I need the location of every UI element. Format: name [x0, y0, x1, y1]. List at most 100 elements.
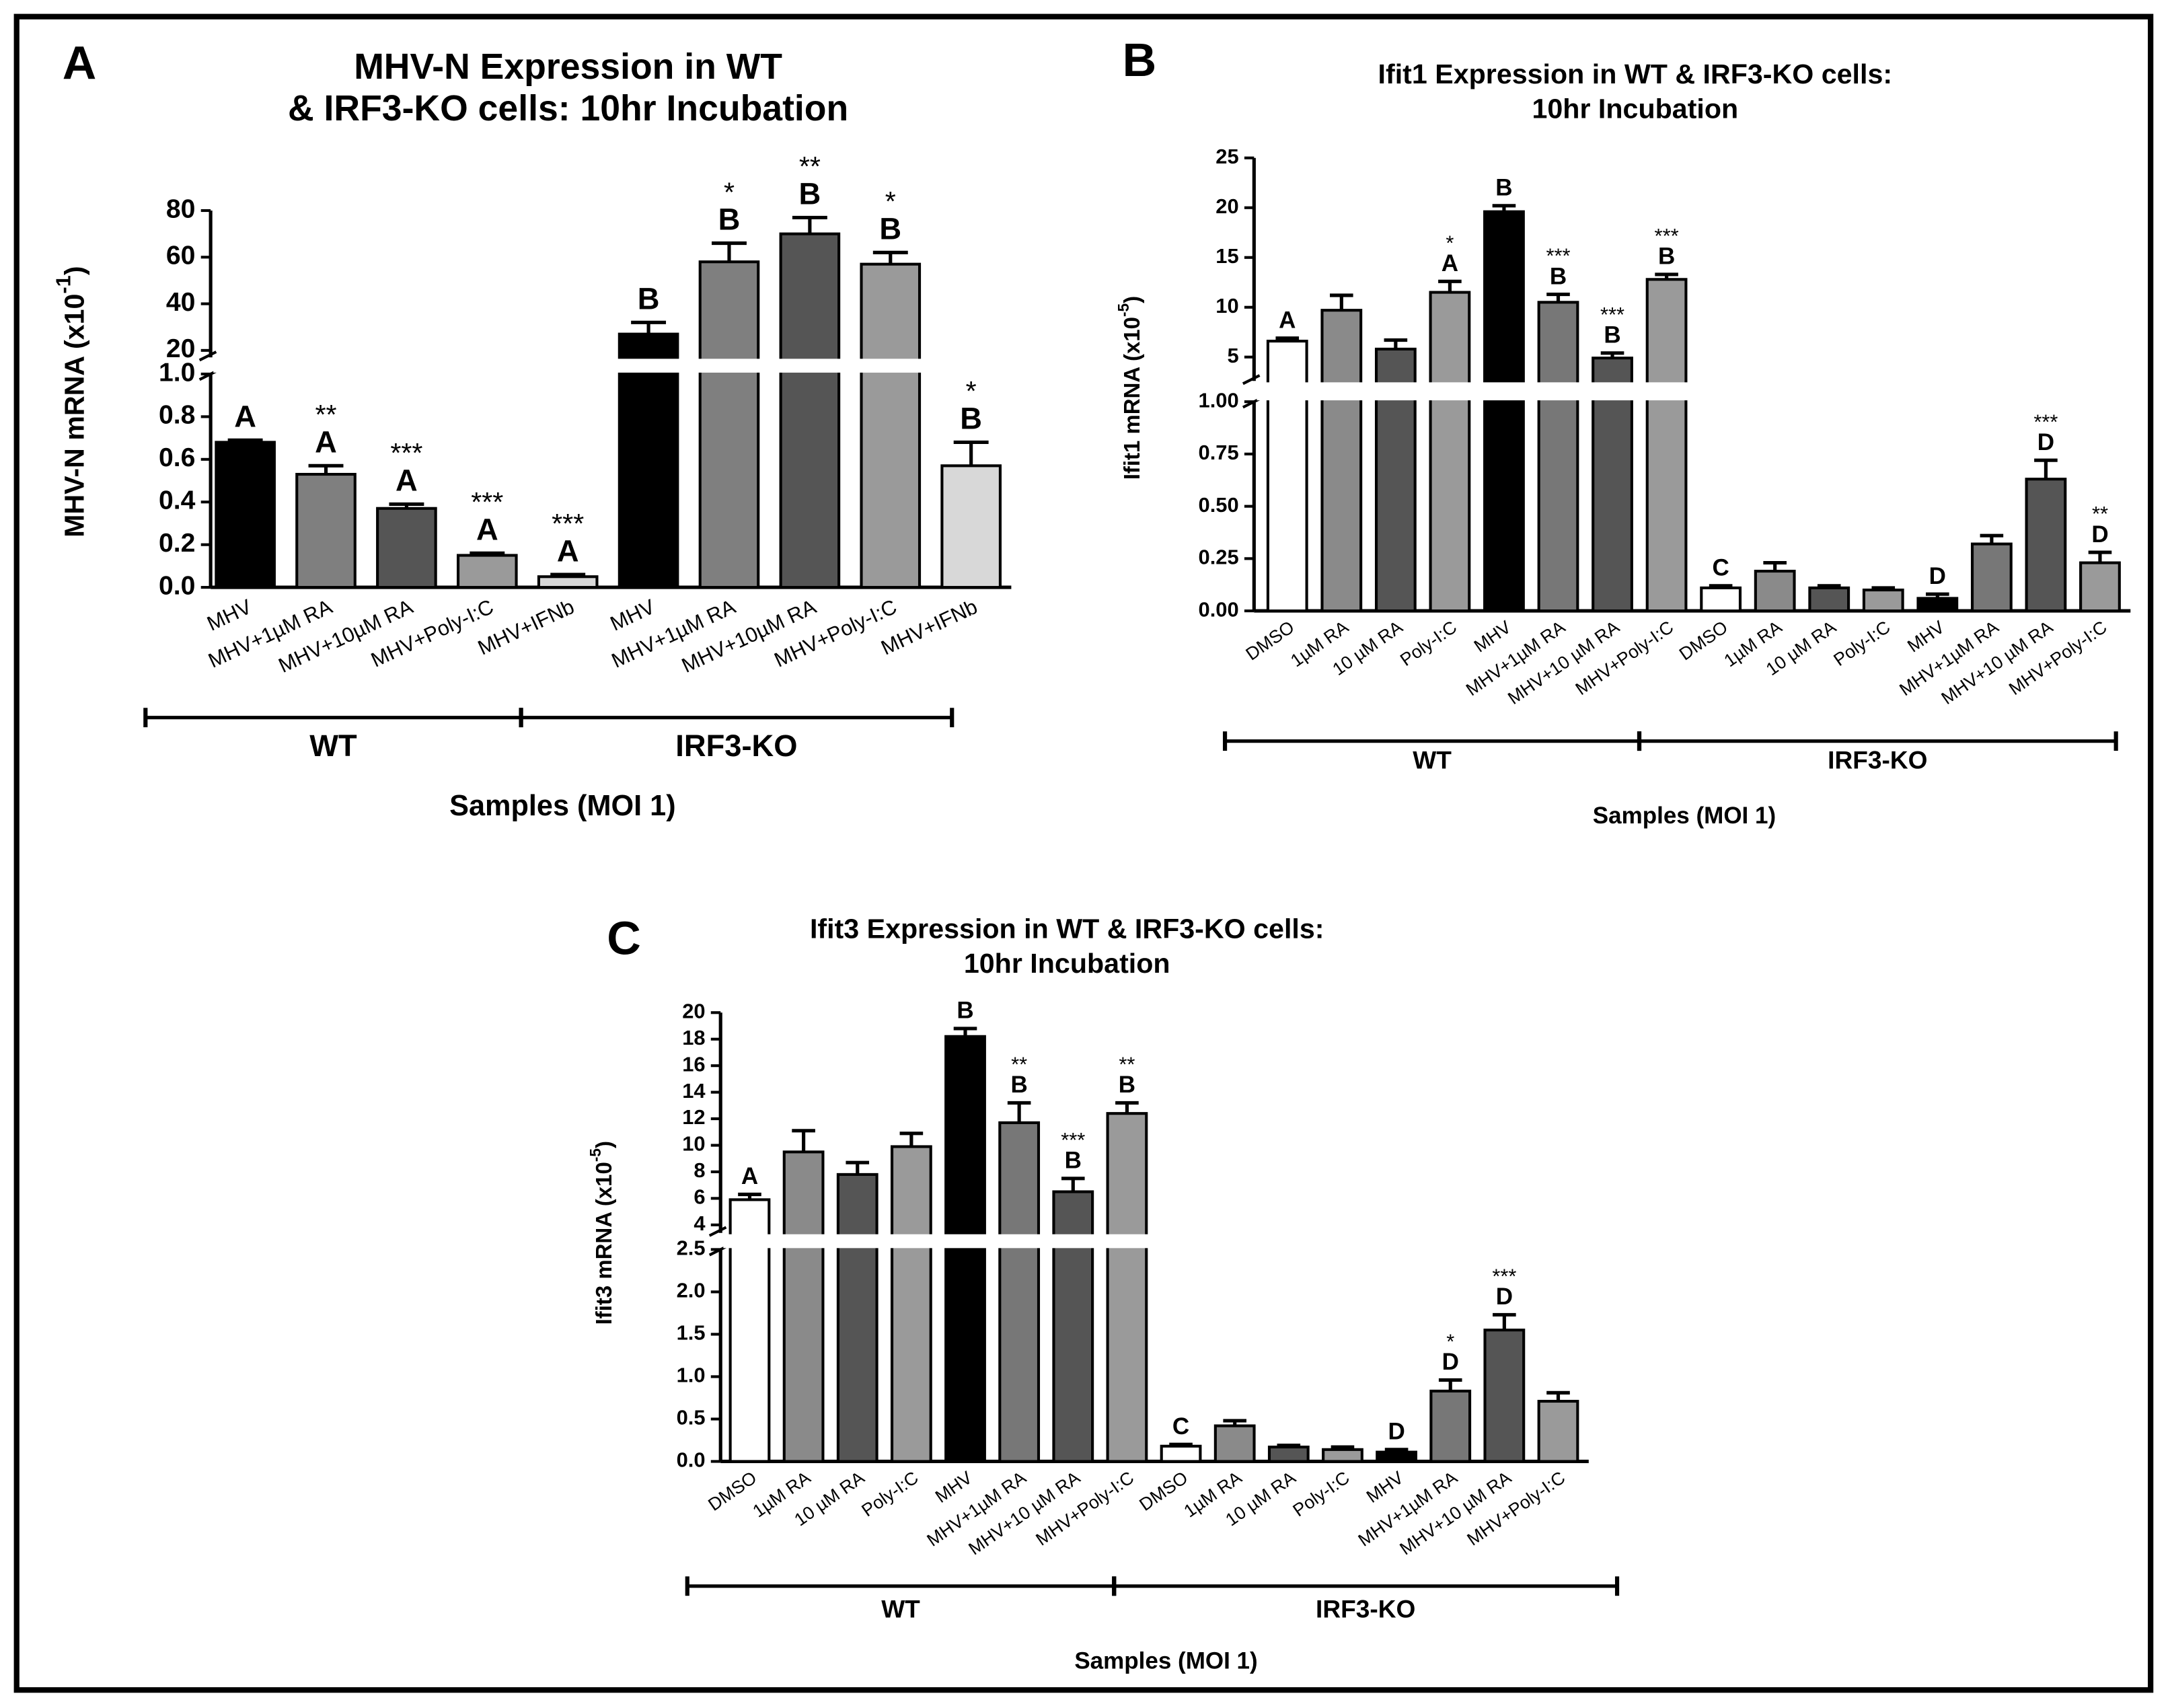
bar [618, 332, 679, 589]
y-tick-label: 10 [682, 1132, 705, 1156]
bar [1322, 1448, 1363, 1463]
y-axis-label-part: ) [591, 1141, 616, 1148]
bar [1970, 542, 2013, 613]
y-axis-label: Ifit1 mRNA (x10-5) [1115, 296, 1144, 480]
y-tick-label: 20 [166, 334, 196, 363]
bar [1052, 1190, 1094, 1463]
significance-stars: *** [471, 486, 503, 517]
bar [782, 1150, 825, 1463]
bar [1429, 1389, 1472, 1463]
y-axis-label-part: MHV-N mRNA (x10 [59, 294, 89, 537]
significance-letter: D [2091, 521, 2108, 548]
group-label: WT [881, 1595, 920, 1623]
bar [940, 464, 1002, 589]
y-tick-label: 80 [166, 194, 196, 223]
bar [456, 554, 518, 589]
significance-letter: B [638, 282, 660, 316]
y-tick-label: 0.0 [677, 1448, 706, 1472]
y-axis-label-part: ) [1119, 296, 1144, 303]
y-tick-label: 0.4 [159, 486, 196, 515]
y-tick-label: 0.00 [1199, 597, 1239, 621]
bar [295, 472, 357, 589]
significance-stars: *** [1546, 244, 1570, 268]
y-tick-label: 0.6 [159, 443, 195, 472]
significance-letter: A [741, 1163, 758, 1189]
significance-stars: *** [1600, 303, 1624, 326]
bar [1537, 1399, 1579, 1463]
y-tick-label: 16 [682, 1052, 705, 1076]
y-tick-label: 15 [1215, 244, 1238, 268]
chart-title: Ifit1 Expression in WT & IRF3-KO cells: [1378, 59, 1893, 89]
significance-stars: *** [1655, 224, 1679, 248]
y-tick-label: 0.5 [677, 1406, 706, 1429]
bar [1429, 291, 1471, 613]
significance-letter: A [234, 400, 256, 434]
axis-break-gap [213, 359, 1014, 373]
y-tick-label: 1.0 [159, 358, 195, 387]
y-axis-label: MHV-N mRNA (x10-1) [51, 266, 89, 537]
significance-letter: D [2037, 429, 2054, 455]
bar [944, 1035, 986, 1463]
bar [1106, 1112, 1148, 1463]
y-tick-label: 25 [1215, 145, 1238, 168]
significance-letter: B [799, 177, 821, 211]
significance-letter: D [1388, 1419, 1405, 1445]
y-tick-label: 20 [1215, 194, 1238, 218]
bar [1862, 588, 1904, 613]
significance-letter: A [315, 425, 337, 459]
chart-title: MHV-N Expression in WT [354, 47, 782, 87]
significance-stars: *** [2033, 410, 2058, 433]
bar [215, 441, 276, 589]
bar [1213, 1424, 1256, 1463]
y-tick-label: 2.0 [677, 1279, 706, 1302]
bar [698, 260, 760, 589]
y-axis-label: Ifit3 mRNA (x10-5) [587, 1141, 616, 1325]
bar [1537, 301, 1579, 613]
x-axis-label: Samples (MOI 1) [1074, 1647, 1257, 1674]
significance-stars: ** [1011, 1052, 1027, 1076]
significance-letter: C [1172, 1413, 1189, 1440]
y-tick-label: 6 [694, 1185, 705, 1209]
y-tick-label: 18 [682, 1026, 705, 1049]
y-tick-label: 10 [1215, 294, 1238, 318]
y-tick-label: 0.2 [159, 529, 195, 558]
y-tick-label: 0.50 [1199, 493, 1239, 517]
chart-title: 10hr Incubation [964, 948, 1170, 979]
significance-stars: *** [390, 437, 422, 468]
significance-letter: B [1119, 1072, 1135, 1098]
y-axis-label-part: ) [59, 266, 89, 275]
y-tick-label: 0.25 [1199, 546, 1239, 569]
significance-stars: * [885, 186, 896, 217]
significance-letter: A [1442, 250, 1458, 276]
significance-stars: *** [552, 508, 584, 539]
significance-letter: B [1065, 1148, 1082, 1174]
significance-stars: * [1446, 231, 1454, 254]
panel-label: B [1123, 34, 1157, 86]
bar [537, 575, 599, 589]
panel-label: A [63, 36, 97, 89]
bar [779, 232, 841, 589]
y-tick-label: 0.8 [159, 401, 195, 430]
y-axis-label-part: -1 [51, 275, 75, 293]
significance-letter: B [718, 202, 741, 237]
group-label: WT [309, 729, 357, 763]
y-tick-label: 4 [694, 1212, 705, 1235]
significance-stars: *** [1492, 1265, 1516, 1288]
significance-letter: D [1442, 1349, 1459, 1375]
significance-stars: ** [799, 151, 821, 182]
bar [998, 1121, 1041, 1463]
y-tick-label: 1.00 [1199, 388, 1239, 412]
y-tick-label: 5 [1227, 344, 1238, 367]
bar [1266, 340, 1308, 613]
significance-letter: A [1279, 307, 1296, 333]
y-tick-label: 60 [166, 242, 196, 270]
significance-stars: ** [2092, 502, 2108, 525]
bar [860, 262, 922, 589]
y-tick-label: 1.5 [677, 1321, 706, 1345]
bar [1267, 1445, 1310, 1463]
panel-label: C [607, 912, 641, 965]
bar [1376, 1450, 1417, 1463]
bar [1700, 586, 1742, 613]
significance-stars: * [966, 375, 977, 406]
